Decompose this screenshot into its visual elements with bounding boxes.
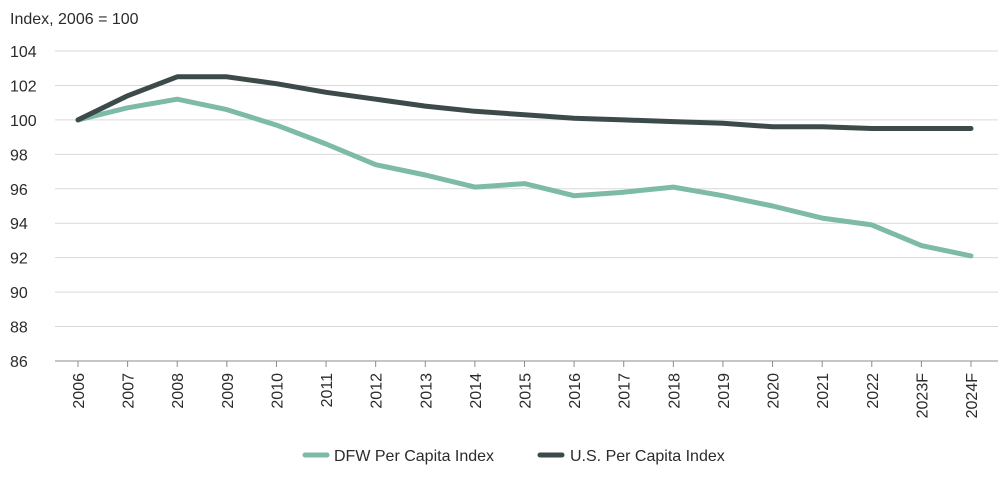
y-tick-label: 104 xyxy=(10,44,37,61)
x-tick-label: 2020 xyxy=(766,373,783,409)
x-tick-label: 2015 xyxy=(518,373,535,409)
series-line-dfw xyxy=(75,96,974,259)
x-tick-label: 2008 xyxy=(170,373,187,409)
x-tick-label: 2017 xyxy=(617,373,634,409)
y-tick-label: 90 xyxy=(10,285,28,302)
x-tick-label: 2010 xyxy=(269,373,286,409)
legend-label-dfw: DFW Per Capita Index xyxy=(334,448,494,465)
y-tick-label: 88 xyxy=(10,320,28,337)
gridlines xyxy=(55,50,998,362)
legend: DFW Per Capita Index U.S. Per Capita Ind… xyxy=(302,448,725,465)
x-tick-label: 2018 xyxy=(666,373,683,409)
x-axis-ticks: 2006 2007 2008 2009 2010 2011 2012 2013 2014 2015… xyxy=(71,361,981,418)
legend-label-us: U.S. Per Capita Index xyxy=(570,448,725,465)
y-tick-label: 100 xyxy=(10,113,37,130)
series-line-us xyxy=(75,74,974,131)
x-tick-label: 2011 xyxy=(319,373,336,408)
y-tick-label: 92 xyxy=(10,251,28,268)
x-tick-label: 2019 xyxy=(716,373,733,409)
x-tick-label: 2021 xyxy=(815,373,832,409)
y-tick-label: 94 xyxy=(10,216,28,233)
y-tick-label: 98 xyxy=(10,147,28,164)
x-tick-label: 2024F xyxy=(964,373,981,419)
x-tick-label: 2007 xyxy=(121,373,138,409)
x-tick-label: 2006 xyxy=(71,373,88,409)
x-tick-label: 2014 xyxy=(468,373,485,409)
y-tick-label: 96 xyxy=(10,182,28,199)
x-tick-label: 2016 xyxy=(567,373,584,409)
y-tick-label: 86 xyxy=(10,354,28,371)
y-axis-ticks: 86 88 90 92 94 96 98 100 102 104 xyxy=(10,44,37,371)
series-lines xyxy=(75,74,974,259)
y-tick-label: 102 xyxy=(10,78,37,95)
x-tick-label: 2022 xyxy=(865,373,882,409)
x-tick-label: 2023F xyxy=(914,373,931,419)
y-axis-title: Index, 2006 = 100 xyxy=(10,11,139,28)
x-tick-label: 2009 xyxy=(220,373,237,409)
x-tick-label: 2012 xyxy=(369,373,386,409)
x-tick-label: 2013 xyxy=(418,373,435,409)
